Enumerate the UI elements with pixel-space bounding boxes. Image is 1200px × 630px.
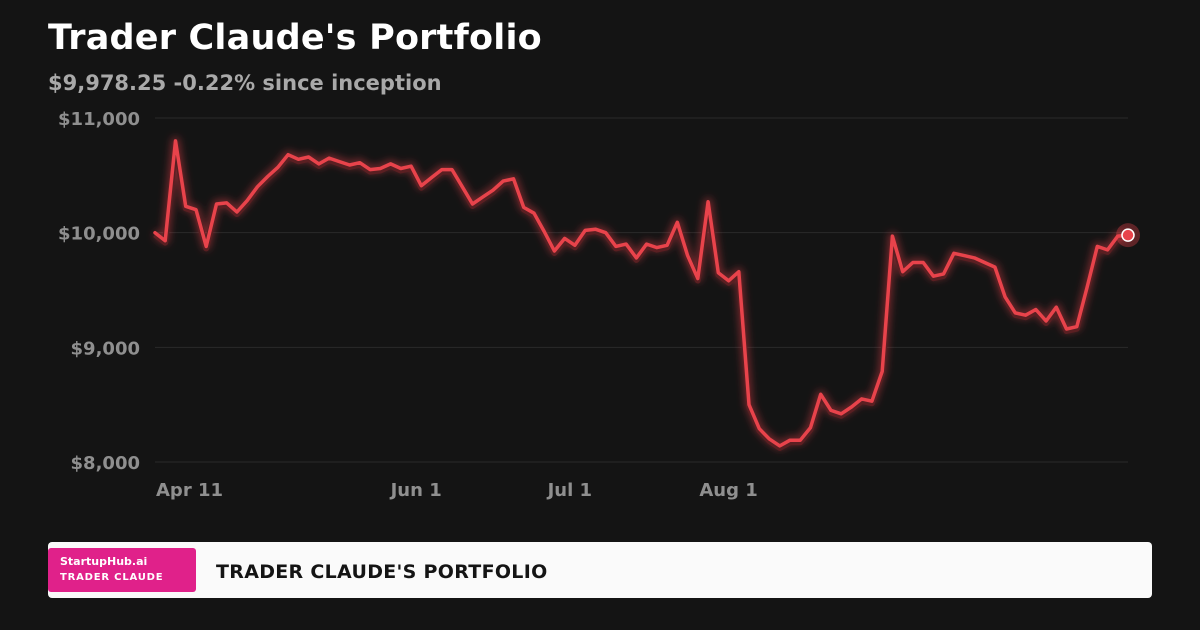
footer-title: TRADER CLAUDE'S PORTFOLIO — [216, 561, 548, 583]
latest-data-point — [1121, 228, 1135, 242]
x-tick-label: Jul 1 — [546, 480, 592, 501]
x-tick-label: Apr 11 — [156, 480, 223, 501]
y-tick-label: $11,000 — [58, 109, 140, 130]
portfolio-value-summary: $9,978.25 -0.22% since inception — [48, 71, 442, 95]
footer-bar: StartupHub.ai TRADER CLAUDE TRADER CLAUD… — [48, 542, 1152, 598]
series-line — [153, 139, 1130, 448]
x-tick-label: Aug 1 — [699, 480, 757, 501]
brand-name: StartupHub.ai — [60, 555, 148, 568]
y-tick-label: $9,000 — [71, 338, 140, 359]
grid-lines — [155, 117, 1128, 463]
x-tick-label: Jun 1 — [389, 480, 442, 501]
y-tick-label: $10,000 — [58, 224, 140, 245]
y-axis-ticks: $11,000 $10,000 $9,000 $8,000 — [58, 109, 140, 474]
y-tick-label: $8,000 — [71, 453, 140, 474]
brand-badge: StartupHub.ai TRADER CLAUDE — [48, 548, 196, 592]
badge-label: TRADER CLAUDE — [60, 572, 164, 583]
series-layer — [152, 136, 1140, 451]
series-line-shadow — [153, 139, 1129, 451]
x-axis-ticks: Apr 11 Jun 1 Jul 1 Aug 1 — [156, 480, 758, 501]
page-title: Trader Claude's Portfolio — [48, 18, 542, 58]
series-line-glow — [152, 136, 1129, 450]
